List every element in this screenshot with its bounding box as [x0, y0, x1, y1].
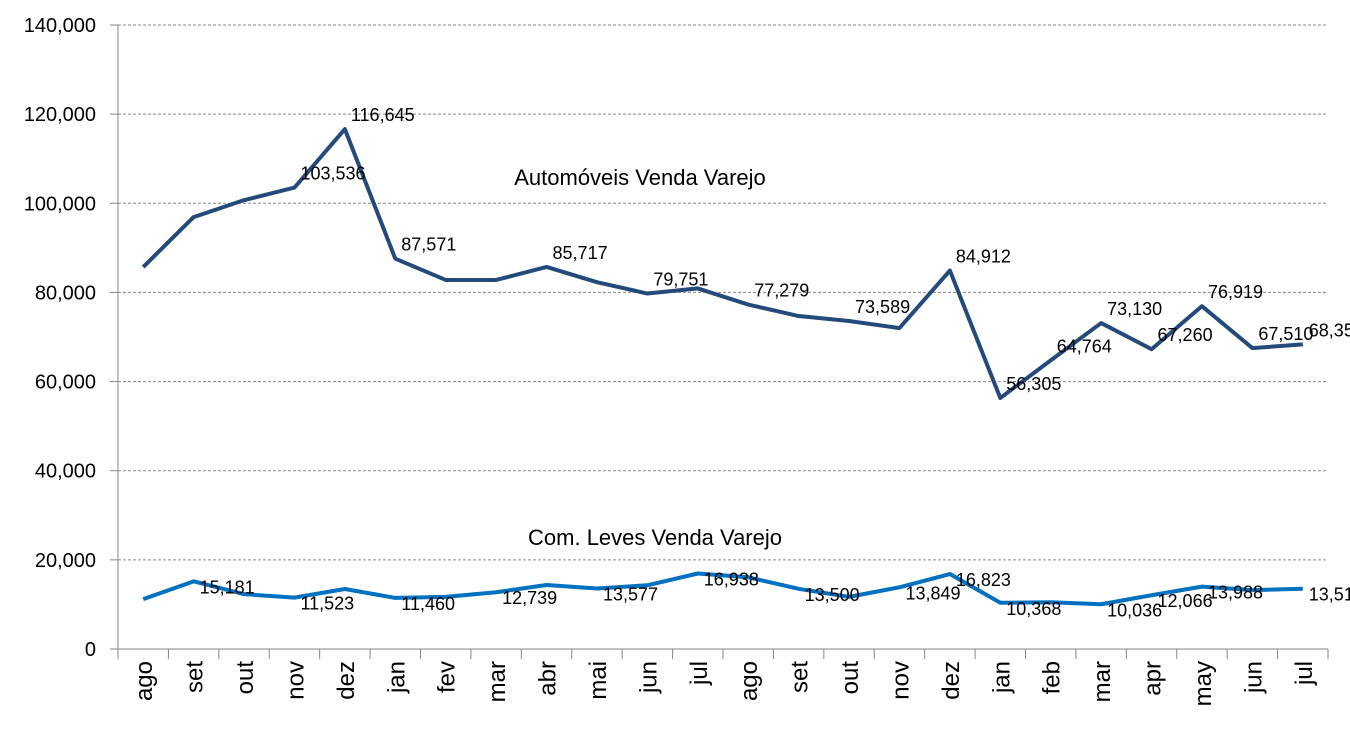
x-tick-label: apr — [1140, 661, 1167, 696]
y-tick-label: 60,000 — [35, 372, 96, 394]
value-label: 103,536 — [300, 164, 365, 184]
x-tick-label: dez — [333, 661, 360, 700]
x-tick-label: jun — [635, 661, 662, 694]
value-label: 13,849 — [905, 583, 960, 603]
y-tick-label: 140,000 — [24, 15, 96, 37]
value-label: 16,823 — [956, 570, 1011, 590]
value-label: 12,066 — [1158, 591, 1213, 611]
value-label: 13,577 — [603, 584, 658, 604]
x-tick-label: feb — [1039, 661, 1066, 694]
value-label: 76,919 — [1208, 282, 1263, 302]
y-tick-label: 40,000 — [35, 461, 96, 483]
x-tick-label: jul — [686, 661, 713, 686]
x-tick-label: jun — [1240, 661, 1267, 694]
series-line — [142, 571, 1303, 607]
series-line — [141, 127, 1303, 401]
x-tick-label: abr — [535, 661, 562, 696]
value-label: 67,260 — [1158, 325, 1213, 345]
x-tick-label: jul — [1291, 661, 1318, 686]
value-label: 73,130 — [1107, 299, 1162, 319]
value-label: 116,645 — [351, 105, 415, 125]
x-tick-label: fev — [434, 661, 461, 693]
value-label: 67,510 — [1258, 324, 1313, 344]
value-label: 13,500 — [805, 585, 860, 605]
x-tick-label: nov — [887, 661, 914, 700]
x-tick-label: ago — [131, 661, 158, 701]
value-label: 15,181 — [200, 577, 255, 597]
value-label: 64,764 — [1057, 336, 1112, 356]
x-tick-label: jan — [988, 661, 1015, 694]
x-tick-label: out — [837, 661, 864, 695]
value-label: 87,571 — [401, 235, 456, 255]
value-label: 56,305 — [1006, 374, 1061, 394]
y-tick-label: 80,000 — [35, 282, 96, 304]
x-tick-label: may — [1190, 661, 1217, 706]
value-label: 11,460 — [401, 594, 455, 614]
series-annotation: Com. Leves Venda Varejo — [528, 525, 782, 550]
series-annotation: Automóveis Venda Varejo — [514, 165, 766, 190]
value-label: 84,912 — [956, 247, 1011, 267]
x-tick-label: set — [787, 661, 814, 693]
x-tick-label: out — [232, 661, 259, 695]
value-label: 10,368 — [1006, 599, 1061, 619]
y-tick-label: 0 — [85, 639, 96, 661]
x-tick-label: set — [182, 661, 209, 693]
value-label: 10,036 — [1107, 600, 1162, 620]
value-label: 68,357 — [1309, 320, 1350, 340]
y-tick-label: 120,000 — [24, 104, 96, 126]
y-tick-label: 20,000 — [35, 550, 96, 572]
value-label: 11,523 — [300, 594, 354, 614]
value-label: 73,589 — [855, 297, 910, 317]
x-tick-label: mar — [484, 661, 511, 702]
x-tick-label: nov — [282, 661, 309, 700]
value-label: 77,279 — [754, 281, 809, 301]
x-tick-label: mai — [585, 661, 612, 700]
x-tick-label: jan — [383, 661, 410, 694]
value-label: 79,751 — [653, 270, 708, 290]
value-label: 13,988 — [1208, 583, 1263, 603]
x-tick-label: ago — [736, 661, 763, 701]
value-label: 12,739 — [502, 588, 557, 608]
value-label: 13,519 — [1309, 585, 1350, 605]
x-tick-label: dez — [938, 661, 965, 700]
x-tick-label: mar — [1089, 661, 1116, 702]
y-tick-label: 100,000 — [24, 193, 96, 215]
value-label: 16,938 — [704, 570, 759, 590]
value-label: 85,717 — [553, 243, 608, 263]
